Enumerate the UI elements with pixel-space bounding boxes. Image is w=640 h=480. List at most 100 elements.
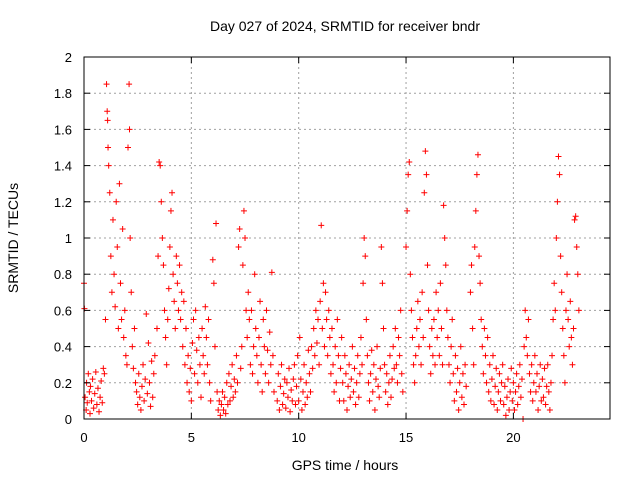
data-point	[390, 343, 397, 350]
data-point	[486, 361, 493, 368]
data-point	[494, 406, 501, 413]
data-point	[195, 334, 202, 341]
data-point	[506, 406, 513, 413]
data-point	[261, 343, 268, 350]
data-point	[493, 365, 500, 372]
data-point	[498, 379, 505, 386]
data-point	[104, 117, 111, 124]
data-point	[142, 376, 149, 383]
data-point	[90, 405, 97, 412]
data-point	[441, 235, 448, 241]
data-point	[182, 325, 189, 332]
data-point	[281, 376, 288, 383]
data-point	[376, 394, 383, 401]
data-point	[310, 325, 317, 332]
data-point	[108, 289, 115, 296]
data-point	[133, 388, 140, 395]
data-point	[88, 397, 95, 404]
data-point	[495, 388, 502, 395]
data-point	[516, 361, 523, 368]
data-point	[421, 189, 428, 196]
data-point	[332, 343, 339, 350]
data-point	[225, 370, 232, 377]
data-point	[350, 388, 357, 395]
data-point	[149, 394, 156, 401]
data-point	[214, 388, 221, 395]
data-point	[560, 352, 567, 359]
y-axis-label: SRMTID / TECUs	[5, 183, 21, 293]
x-axis-label: GPS time / hours	[292, 457, 399, 473]
data-point	[461, 401, 468, 408]
data-point	[122, 352, 129, 359]
data-point	[86, 388, 93, 395]
data-point	[513, 370, 520, 377]
data-point	[489, 352, 496, 359]
data-point	[339, 379, 346, 386]
data-point	[331, 388, 338, 395]
data-point	[383, 370, 390, 377]
data-point	[248, 307, 255, 314]
data-point	[326, 334, 333, 341]
y-tick-label: 1.2	[54, 195, 72, 210]
data-point	[245, 289, 252, 296]
data-point	[172, 325, 179, 332]
data-point	[164, 316, 171, 323]
data-point	[344, 406, 350, 413]
data-point	[125, 144, 132, 151]
data-point	[171, 298, 178, 305]
data-point	[328, 325, 335, 332]
data-point	[323, 316, 330, 323]
data-point	[138, 383, 145, 390]
data-point	[470, 361, 477, 368]
data-point	[333, 379, 340, 386]
data-point	[439, 361, 446, 368]
y-tick-label: 1	[65, 231, 72, 246]
data-point	[308, 343, 315, 350]
data-point	[319, 325, 326, 332]
data-point	[144, 390, 151, 397]
data-point	[359, 361, 366, 368]
data-point	[234, 379, 241, 386]
data-point	[457, 343, 464, 350]
data-points	[81, 81, 582, 422]
data-point	[477, 280, 484, 287]
data-point	[151, 352, 158, 359]
data-point	[510, 379, 517, 386]
data-point	[163, 361, 170, 368]
data-point	[502, 412, 509, 419]
data-point	[112, 303, 119, 310]
data-point	[166, 244, 173, 251]
data-point	[249, 370, 256, 377]
data-point	[189, 339, 196, 346]
y-tick-label: 0.4	[54, 340, 72, 355]
data-point	[196, 361, 203, 368]
data-point	[543, 383, 550, 390]
y-tick-label: 1.8	[54, 86, 72, 101]
data-point	[540, 394, 547, 401]
data-point	[391, 365, 398, 372]
data-point	[433, 289, 440, 296]
data-point	[523, 334, 530, 341]
data-point	[368, 347, 375, 354]
data-point	[514, 401, 521, 408]
data-point	[307, 388, 314, 395]
data-point	[146, 379, 153, 386]
data-point	[427, 370, 434, 377]
data-point	[116, 180, 123, 187]
data-point	[184, 379, 191, 386]
data-point	[280, 390, 287, 397]
data-point	[330, 361, 337, 368]
data-point	[365, 379, 372, 386]
data-point	[408, 307, 415, 314]
data-point	[233, 352, 240, 359]
data-point	[325, 307, 332, 314]
data-point	[338, 334, 345, 341]
data-point	[318, 222, 325, 229]
data-point	[165, 285, 172, 292]
data-point	[230, 394, 237, 401]
data-point	[415, 343, 422, 350]
data-point	[478, 316, 485, 323]
data-point	[303, 379, 310, 386]
data-point	[503, 394, 510, 401]
